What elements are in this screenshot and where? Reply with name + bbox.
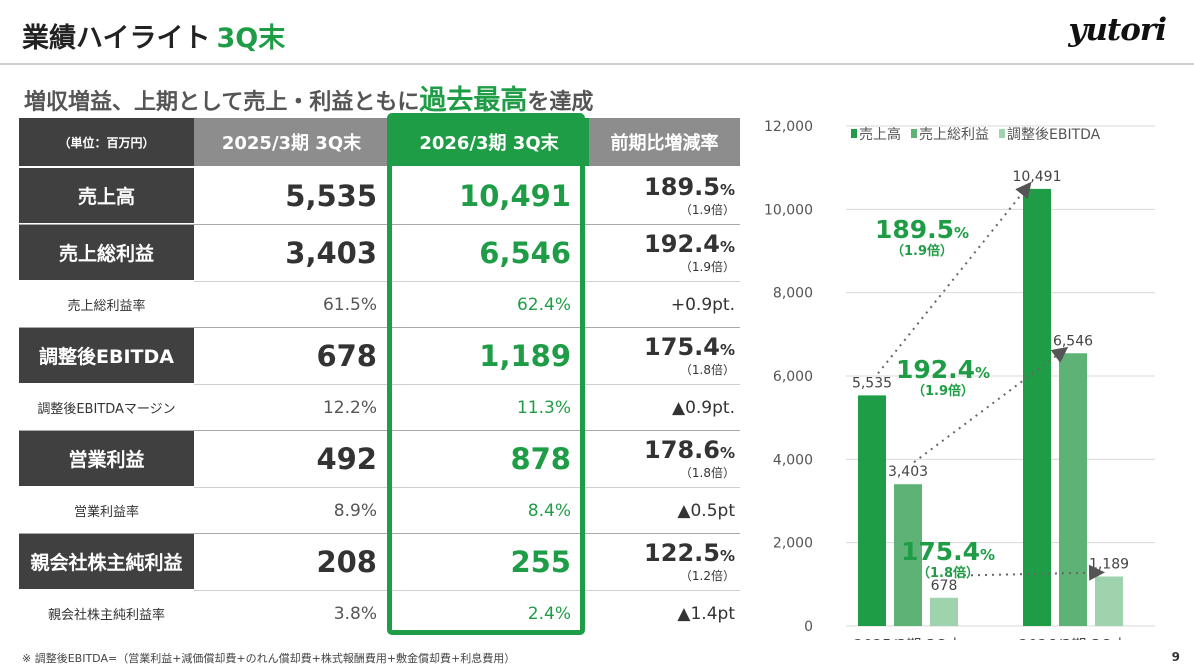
bar-value-label: 1,189 bbox=[1089, 556, 1129, 572]
bar-value-label: 5,535 bbox=[852, 375, 892, 391]
prev-period-header: 2025/3期 3Q末 bbox=[194, 118, 389, 166]
current-value: 6,546 bbox=[479, 235, 571, 270]
row-divider bbox=[19, 224, 740, 225]
x-category-label: 2026/3期 3Q末 bbox=[1019, 636, 1128, 640]
yoy-rate: ▲1.4pt bbox=[677, 603, 735, 624]
table-row-ebitda-margin: 調整後EBITDAマージン 12.2% 11.3% ▲0.9pt. bbox=[19, 385, 740, 430]
yoy-rate-header: 前期比増減率 bbox=[589, 118, 740, 166]
legend-label: 売上高 bbox=[859, 126, 901, 143]
subtitle: 増収増益、上期として売上・利益ともに過去最高を達成 bbox=[24, 85, 594, 116]
bar-value-label: 10,491 bbox=[1013, 169, 1062, 185]
page-number: 9 bbox=[1171, 650, 1180, 664]
y-tick-label: 0 bbox=[804, 619, 813, 635]
legend-label: 売上総利益 bbox=[919, 127, 989, 143]
table-row-revenue: 売上高 5,535 10,491 189.5% （1.9倍） bbox=[19, 168, 740, 223]
current-value: 2.4% bbox=[527, 603, 571, 624]
row-divider bbox=[19, 533, 740, 534]
table-row-gross-margin: 売上総利益率 61.5% 62.4% +0.9pt. bbox=[19, 282, 740, 327]
prev-value: 208 bbox=[316, 544, 377, 579]
yoy-rate: 178.6% （1.8倍） bbox=[644, 436, 735, 480]
prev-value: 3,403 bbox=[285, 235, 377, 270]
row-label: 調整後EBITDA bbox=[19, 328, 194, 383]
prev-value: 492 bbox=[316, 441, 377, 476]
prev-value: 12.2% bbox=[322, 397, 377, 418]
row-divider bbox=[194, 590, 740, 591]
legend-swatch bbox=[911, 129, 917, 138]
current-value: 1,189 bbox=[479, 338, 571, 373]
footnote: ※ 調整後EBITDA=（営業利益+減価償却費+のれん償却費+株式報酬費用+敷金… bbox=[22, 652, 516, 665]
row-label: 売上高 bbox=[19, 168, 194, 223]
row-label: 調整後EBITDAマージン bbox=[37, 402, 176, 417]
yoy-rate: ▲0.5pt bbox=[677, 500, 735, 521]
unit-header: （単位：百万円） bbox=[19, 118, 194, 166]
current-value: 878 bbox=[510, 441, 571, 476]
bar bbox=[1059, 353, 1087, 626]
growth-rate-annotation: 192.4% bbox=[896, 355, 990, 384]
yoy-rate: ▲0.9pt. bbox=[672, 397, 735, 418]
bar-value-label: 3,403 bbox=[888, 464, 928, 480]
growth-rate-annotation: 189.5% bbox=[875, 215, 969, 244]
row-label: 親会社株主純利益率 bbox=[47, 608, 165, 623]
row-divider bbox=[194, 281, 740, 282]
row-divider bbox=[194, 384, 740, 385]
bar bbox=[858, 395, 886, 626]
table-row-net-income: 親会社株主純利益 208 255 122.5% （1.2倍） bbox=[19, 534, 740, 589]
x-category-label: 2025/3期 3Q末 bbox=[854, 636, 963, 640]
row-label: 営業利益 bbox=[19, 431, 194, 486]
y-tick-label: 6,000 bbox=[773, 369, 813, 385]
y-tick-label: 12,000 bbox=[764, 119, 813, 135]
prev-value: 678 bbox=[316, 338, 377, 373]
current-value: 10,491 bbox=[459, 178, 571, 213]
prev-value: 3.8% bbox=[333, 603, 377, 624]
table-row-adjusted-ebitda: 調整後EBITDA 678 1,189 175.4% （1.8倍） bbox=[19, 328, 740, 383]
legend-swatch bbox=[999, 129, 1005, 138]
growth-multiple-annotation: （1.9倍） bbox=[891, 243, 953, 259]
table-row-operating-profit: 営業利益 492 878 178.6% （1.8倍） bbox=[19, 431, 740, 486]
growth-rate-annotation: 175.4% bbox=[901, 537, 995, 566]
row-label: 売上総利益 bbox=[19, 225, 194, 280]
legend-swatch bbox=[851, 129, 857, 138]
current-period-header: 2026/3期 3Q末 bbox=[389, 118, 589, 166]
y-tick-label: 4,000 bbox=[773, 452, 813, 468]
yoy-rate: 189.5% （1.9倍） bbox=[644, 173, 735, 217]
legend-label: 調整後EBITDA bbox=[1007, 127, 1101, 143]
bar bbox=[894, 484, 922, 626]
y-tick-label: 8,000 bbox=[773, 286, 813, 302]
bar bbox=[1023, 188, 1051, 626]
bar bbox=[930, 597, 958, 626]
growth-arrow bbox=[877, 181, 1032, 375]
results-bar-chart: 0 2,000 4,000 6,000 8,000 10,000 12,000 売上高 売上総利… bbox=[764, 119, 1155, 640]
row-divider bbox=[19, 327, 740, 328]
company-logo: yutori bbox=[1068, 12, 1167, 48]
prev-value: 5,535 bbox=[285, 178, 377, 213]
current-period-highlight-frame bbox=[387, 113, 585, 635]
bar bbox=[1095, 576, 1123, 626]
page-title: 業績ハイライト 3Q末 bbox=[22, 23, 286, 54]
yoy-rate: +0.9pt. bbox=[670, 294, 735, 315]
prev-value: 8.9% bbox=[333, 500, 377, 521]
y-tick-label: 10,000 bbox=[764, 202, 813, 218]
table-row-operating-margin: 営業利益率 8.9% 8.4% ▲0.5pt bbox=[19, 488, 740, 533]
table-row-net-margin: 親会社株主純利益率 3.8% 2.4% ▲1.4pt bbox=[19, 591, 740, 636]
row-divider bbox=[19, 430, 740, 431]
growth-multiple-annotation: （1.8倍） bbox=[917, 565, 979, 581]
yoy-rate: 175.4% （1.8倍） bbox=[644, 333, 735, 377]
title-divider bbox=[0, 63, 1194, 65]
current-value: 255 bbox=[510, 544, 571, 579]
bar-value-label: 678 bbox=[931, 578, 958, 594]
row-divider bbox=[194, 487, 740, 488]
prev-value: 61.5% bbox=[322, 294, 377, 315]
y-tick-label: 2,000 bbox=[773, 536, 813, 552]
row-label: 売上総利益率 bbox=[67, 299, 146, 314]
current-value: 8.4% bbox=[527, 500, 571, 521]
row-label: 営業利益率 bbox=[73, 505, 139, 520]
current-value: 62.4% bbox=[516, 294, 571, 315]
row-label: 親会社株主純利益 bbox=[19, 534, 194, 589]
current-value: 11.3% bbox=[516, 397, 571, 418]
yoy-rate: 122.5% （1.2倍） bbox=[644, 539, 735, 583]
yoy-rate: 192.4% （1.9倍） bbox=[644, 230, 735, 274]
bar-value-label: 6,546 bbox=[1053, 333, 1093, 349]
growth-multiple-annotation: （1.9倍） bbox=[912, 383, 974, 399]
table-row-gross-profit: 売上総利益 3,403 6,546 192.4% （1.9倍） bbox=[19, 225, 740, 280]
